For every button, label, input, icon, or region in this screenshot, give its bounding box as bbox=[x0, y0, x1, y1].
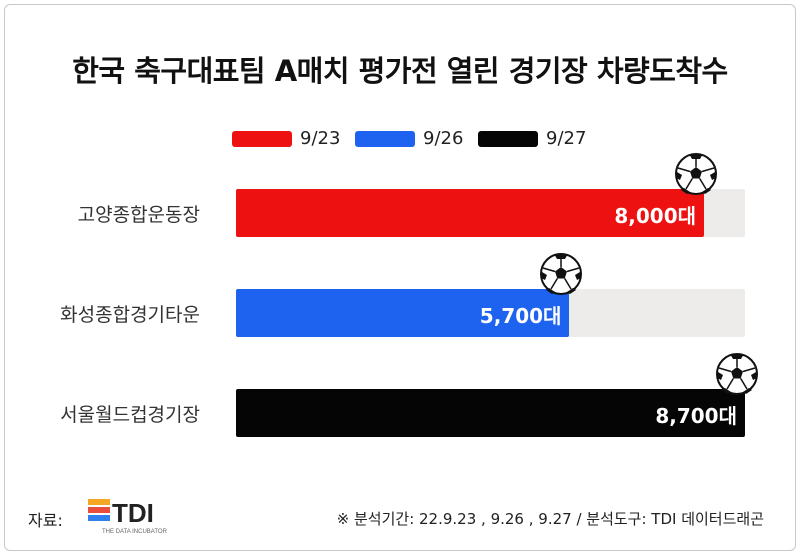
legend-swatch-1 bbox=[232, 131, 292, 147]
category-label-1: 고양종합운동장 bbox=[77, 204, 200, 226]
bar-value-label-3: 8,700대 bbox=[655, 404, 737, 428]
bar-value-label-2: 5,700대 bbox=[479, 304, 562, 328]
bar-track-3: 8,700대 bbox=[236, 389, 745, 437]
bar-value-label-1: 8,000대 bbox=[614, 204, 697, 228]
bar-track-1: 8,000대 bbox=[236, 189, 745, 237]
soccer-ball-icon bbox=[675, 153, 718, 195]
legend-label-3: 9/27 bbox=[546, 128, 587, 149]
chart-frame bbox=[4, 4, 796, 551]
legend-swatch-2 bbox=[355, 131, 415, 147]
tdi-logo-icon: TDI THE DATA INCUBATOR bbox=[88, 498, 168, 535]
bar-3: 8,700대 bbox=[236, 389, 745, 437]
category-label-2: 화성종합경기타운 bbox=[60, 304, 200, 326]
chart-title: 한국 축구대표팀 A매치 평가전 열린 경기장 차량도착수 bbox=[72, 54, 728, 88]
soccer-ball-icon bbox=[540, 253, 583, 295]
category-label-3: 서울월드컵경기장 bbox=[60, 404, 200, 426]
bar-2: 5,700대 bbox=[236, 289, 570, 337]
legend-swatch-3 bbox=[478, 131, 538, 147]
bar-1: 8,000대 bbox=[236, 189, 705, 237]
legend-label-2: 9/26 bbox=[423, 128, 464, 149]
soccer-ball-icon bbox=[716, 353, 758, 395]
source-label: 자료: bbox=[28, 511, 63, 530]
logo-subtext: THE DATA INCUBATOR bbox=[102, 529, 168, 535]
analysis-note: ※ 분석기간: 22.9.23 , 9.26 , 9.27 / 분석도구: TD… bbox=[336, 510, 764, 528]
legend-label-1: 9/23 bbox=[300, 128, 341, 149]
logo-text: TDI bbox=[112, 498, 154, 528]
bar-track-2: 5,700대 bbox=[236, 289, 745, 337]
legend: 9/23 9/26 9/27 bbox=[0, 128, 800, 152]
